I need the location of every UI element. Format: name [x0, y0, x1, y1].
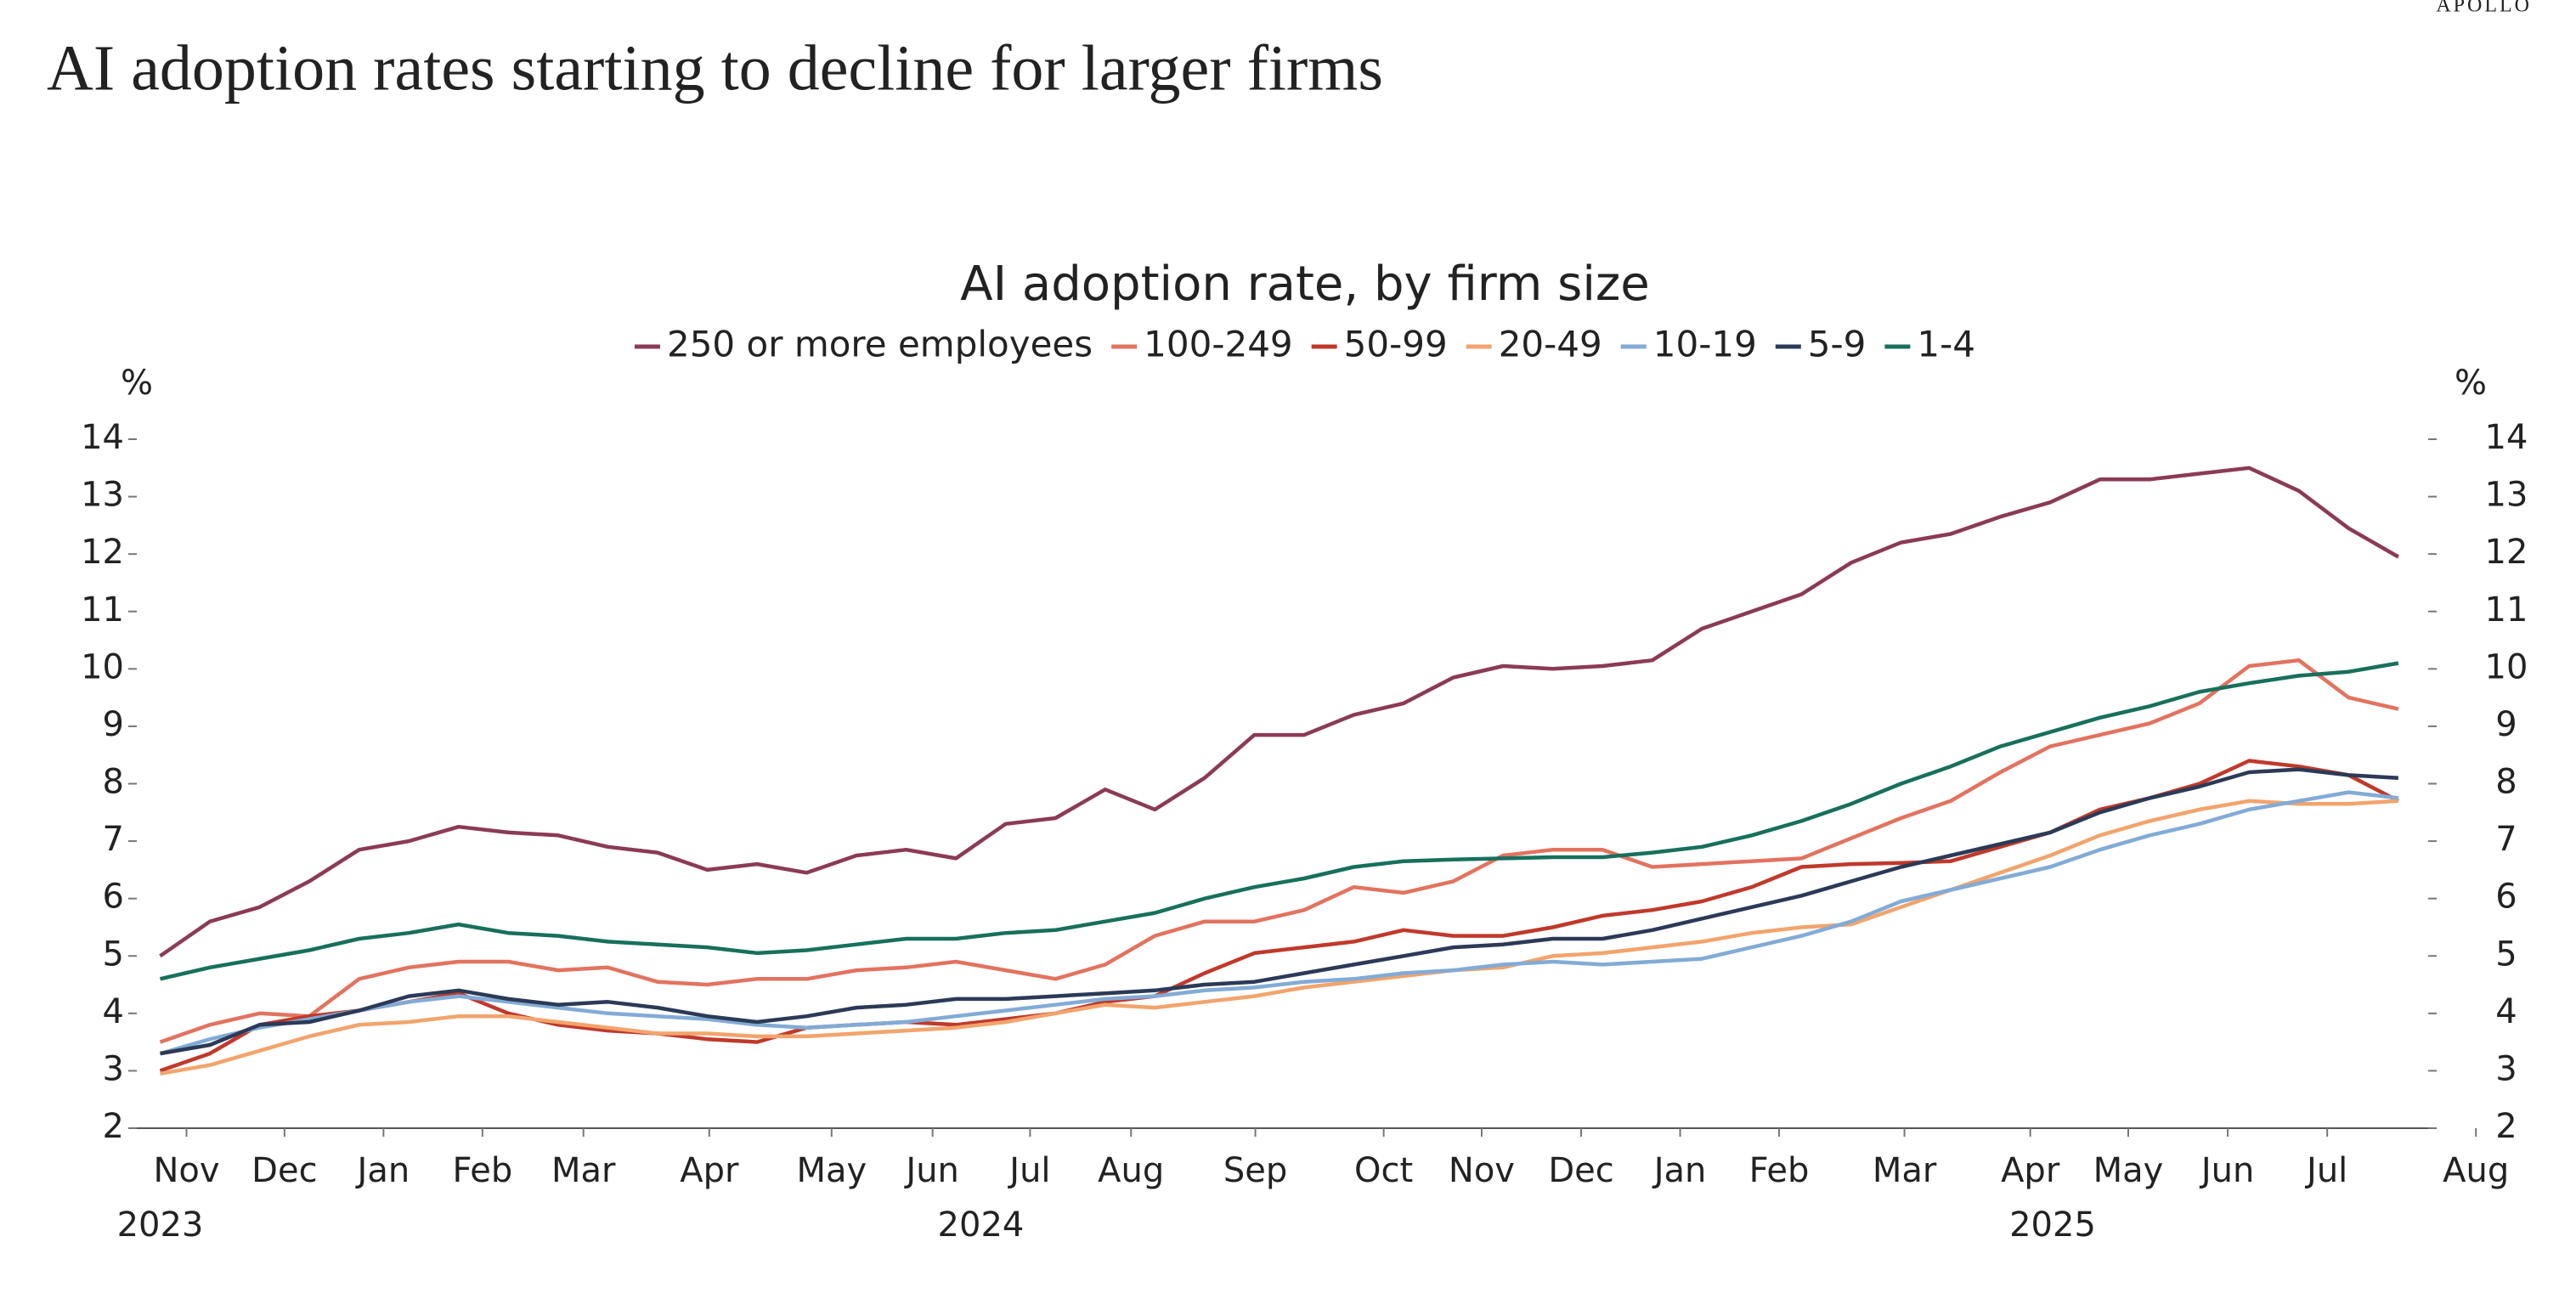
- series-line: [159, 466, 2400, 958]
- series-line: [159, 658, 2399, 1044]
- x-tick-label: Feb: [452, 1151, 512, 1190]
- y-tick-label: 12: [81, 533, 124, 572]
- year-label: 2023: [117, 1206, 204, 1245]
- x-tick-label: Oct: [1354, 1151, 1413, 1190]
- x-tick-label: Aug: [2443, 1151, 2509, 1190]
- y2-tick-label: 10: [2485, 647, 2528, 686]
- y2-tick-label: 7: [2495, 820, 2517, 859]
- y2-tick-label: 5: [2495, 935, 2517, 974]
- y-unit: %: [121, 364, 153, 403]
- y-tick-label: 2: [103, 1107, 124, 1146]
- x-tick-label: May: [796, 1151, 867, 1190]
- y-tick-label: 10: [81, 647, 124, 686]
- x-tick-label: Jun: [2199, 1151, 2255, 1190]
- legend-label: 20-49: [1499, 324, 1602, 365]
- chart-title: AI adoption rate, by firm size: [960, 257, 1649, 312]
- x-tick-label: Mar: [1873, 1151, 1937, 1190]
- y-tick-label: 4: [103, 992, 124, 1031]
- y2-tick-label: 11: [2485, 590, 2528, 630]
- legend-label: 100-249: [1144, 324, 1293, 365]
- y2-tick-label: 2: [2495, 1107, 2517, 1146]
- legend-label: 50-99: [1344, 324, 1448, 365]
- y2-tick-label: 6: [2495, 878, 2517, 917]
- x-tick-label: Jan: [355, 1151, 410, 1190]
- y-tick-label: 13: [81, 476, 124, 515]
- y-tick-label: 14: [81, 418, 124, 457]
- x-tick-label: Apr: [2001, 1151, 2060, 1190]
- legend-label: 10-19: [1653, 324, 1757, 365]
- x-tick-label: Apr: [680, 1151, 739, 1190]
- x-tick-label: Dec: [251, 1151, 317, 1190]
- y2-tick-label: 14: [2485, 418, 2528, 457]
- y2-tick-label: 8: [2495, 763, 2517, 802]
- headline: AI adoption rates starting to decline fo…: [47, 32, 1383, 104]
- x-tick-label: Nov: [154, 1151, 220, 1190]
- brand: APOLLO: [2436, 0, 2532, 17]
- legend: 250 or more employees 100-249 50-99 20-49 10…: [634, 324, 1975, 365]
- year-label: 2025: [2009, 1206, 2096, 1245]
- y-tick-label: 3: [103, 1049, 124, 1088]
- x-tick-label: Dec: [1548, 1151, 1613, 1190]
- year-label: 2024: [938, 1206, 1025, 1245]
- y2-tick-label: 3: [2495, 1049, 2517, 1088]
- legend-label: 250 or more employees: [667, 324, 1093, 365]
- series-line: [160, 799, 2399, 1076]
- y-tick-label: 7: [103, 820, 124, 859]
- legend-label: 5-9: [1808, 324, 1867, 365]
- legend-label: 1-4: [1917, 324, 1975, 365]
- y-tick-label: 9: [103, 705, 124, 744]
- series-line: [159, 790, 2399, 1056]
- series-line: [159, 661, 2399, 981]
- y-tick-label: 11: [81, 590, 124, 630]
- x-tick-label: Aug: [1098, 1151, 1164, 1190]
- y2-unit: %: [2455, 364, 2487, 403]
- y-tick-label: 6: [103, 878, 124, 917]
- x-tick-label: May: [2093, 1151, 2164, 1190]
- y2-tick-label: 12: [2485, 533, 2528, 572]
- series-line: [160, 767, 2399, 1056]
- y2-tick-label: 13: [2485, 476, 2528, 515]
- x-tick-label: Sep: [1223, 1151, 1287, 1190]
- y-tick-label: 5: [103, 935, 124, 974]
- x-tick-label: Jan: [1652, 1151, 1707, 1190]
- y2-tick-label: 4: [2495, 992, 2517, 1031]
- x-tick-label: Nov: [1449, 1151, 1515, 1190]
- x-tick-label: Feb: [1749, 1151, 1810, 1190]
- x-tick-label: Jul: [1007, 1151, 1050, 1190]
- x-tick-label: Jun: [903, 1151, 959, 1190]
- y-tick-label: 8: [103, 763, 124, 802]
- y2-tick-label: 9: [2495, 705, 2517, 744]
- x-tick-label: Jul: [2304, 1151, 2347, 1190]
- x-tick-label: Mar: [551, 1151, 616, 1190]
